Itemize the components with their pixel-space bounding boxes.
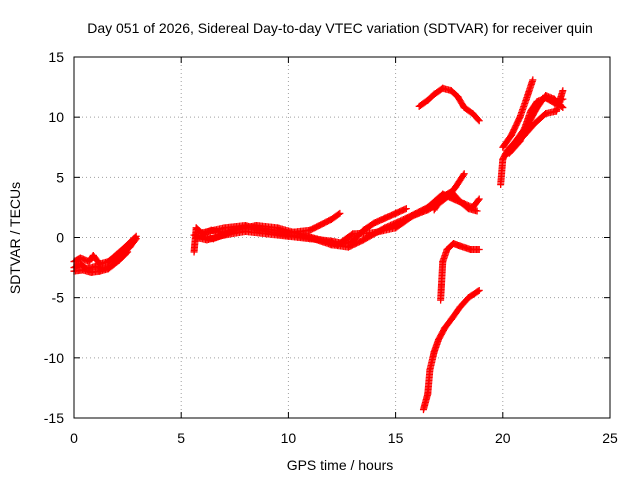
- x-tick-label: 25: [602, 430, 618, 446]
- x-tick-label: 20: [495, 430, 511, 446]
- series-track-13: [499, 76, 537, 151]
- chart-title: Day 051 of 2026, Sidereal Day-to-day VTE…: [87, 20, 593, 36]
- y-tick-label: -15: [44, 410, 64, 426]
- data-point: [559, 104, 567, 112]
- data-point: [475, 117, 483, 125]
- y-tick-label: 10: [48, 109, 64, 125]
- series-track-2: [70, 232, 140, 268]
- y-tick-label: -5: [52, 290, 65, 306]
- data-point: [460, 170, 468, 178]
- data-point: [475, 286, 483, 294]
- x-tick-label: 5: [177, 430, 185, 446]
- data-point: [459, 171, 467, 179]
- data-point: [336, 209, 344, 217]
- data-point: [335, 210, 343, 218]
- series-track-7: [199, 190, 483, 251]
- series-track-9: [415, 84, 483, 125]
- data-point: [131, 233, 139, 241]
- series-track-3: [70, 248, 132, 276]
- series-track-15: [505, 92, 567, 157]
- x-tick-label: 0: [70, 430, 78, 446]
- data-point: [473, 207, 481, 215]
- data-point: [558, 102, 566, 110]
- data-point: [475, 195, 483, 203]
- y-tick-label: 15: [48, 49, 64, 65]
- series-track-10: [437, 240, 483, 304]
- x-tick-label: 15: [388, 430, 404, 446]
- data-point: [559, 87, 567, 95]
- y-tick-label: 5: [56, 169, 64, 185]
- data-point: [402, 205, 410, 213]
- data-point: [123, 249, 131, 257]
- data-point: [124, 248, 132, 256]
- y-tick-label: 0: [56, 230, 64, 246]
- data-point: [474, 196, 482, 204]
- x-axis-label: GPS time / hours: [287, 457, 394, 473]
- x-tick-label: 10: [281, 430, 297, 446]
- data-points: [70, 76, 567, 414]
- data-point: [475, 246, 483, 254]
- series-track-11: [419, 286, 483, 414]
- series-track-8: [430, 188, 481, 215]
- y-axis-label: SDTVAR / TECUs: [7, 182, 23, 294]
- grid-lines: [74, 57, 610, 418]
- axis-ticks: 0 5 10 15 20 25 -15 -10 -5 0 5 10 15: [44, 49, 618, 446]
- data-point: [529, 76, 537, 84]
- y-tick-label: -10: [44, 350, 64, 366]
- data-point: [474, 287, 482, 295]
- data-point: [132, 232, 140, 240]
- data-point: [474, 116, 482, 124]
